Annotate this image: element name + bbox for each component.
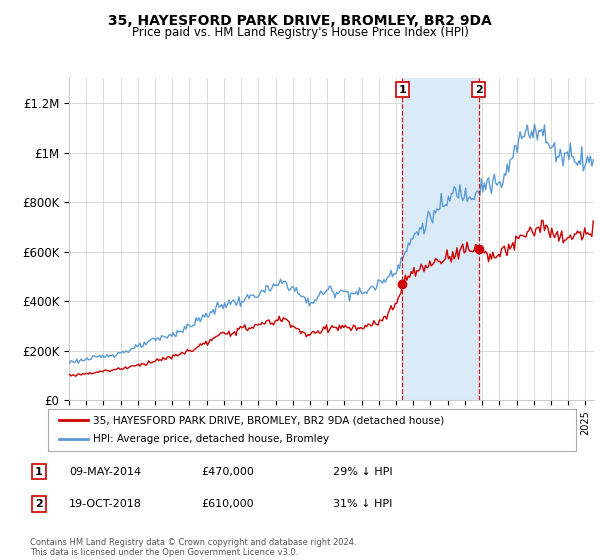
Text: 29% ↓ HPI: 29% ↓ HPI [333, 466, 392, 477]
Text: 2: 2 [35, 499, 43, 509]
Text: Price paid vs. HM Land Registry's House Price Index (HPI): Price paid vs. HM Land Registry's House … [131, 26, 469, 39]
Text: 09-MAY-2014: 09-MAY-2014 [69, 466, 141, 477]
Text: 35, HAYESFORD PARK DRIVE, BROMLEY, BR2 9DA: 35, HAYESFORD PARK DRIVE, BROMLEY, BR2 9… [108, 14, 492, 28]
Text: 1: 1 [398, 85, 406, 95]
Text: £610,000: £610,000 [201, 499, 254, 509]
Text: 31% ↓ HPI: 31% ↓ HPI [333, 499, 392, 509]
Text: 2: 2 [475, 85, 482, 95]
Text: 1: 1 [35, 466, 43, 477]
Text: 35, HAYESFORD PARK DRIVE, BROMLEY, BR2 9DA (detached house): 35, HAYESFORD PARK DRIVE, BROMLEY, BR2 9… [93, 415, 444, 425]
Text: HPI: Average price, detached house, Bromley: HPI: Average price, detached house, Brom… [93, 435, 329, 445]
Text: £470,000: £470,000 [201, 466, 254, 477]
Text: Contains HM Land Registry data © Crown copyright and database right 2024.
This d: Contains HM Land Registry data © Crown c… [30, 538, 356, 557]
Text: 19-OCT-2018: 19-OCT-2018 [69, 499, 142, 509]
